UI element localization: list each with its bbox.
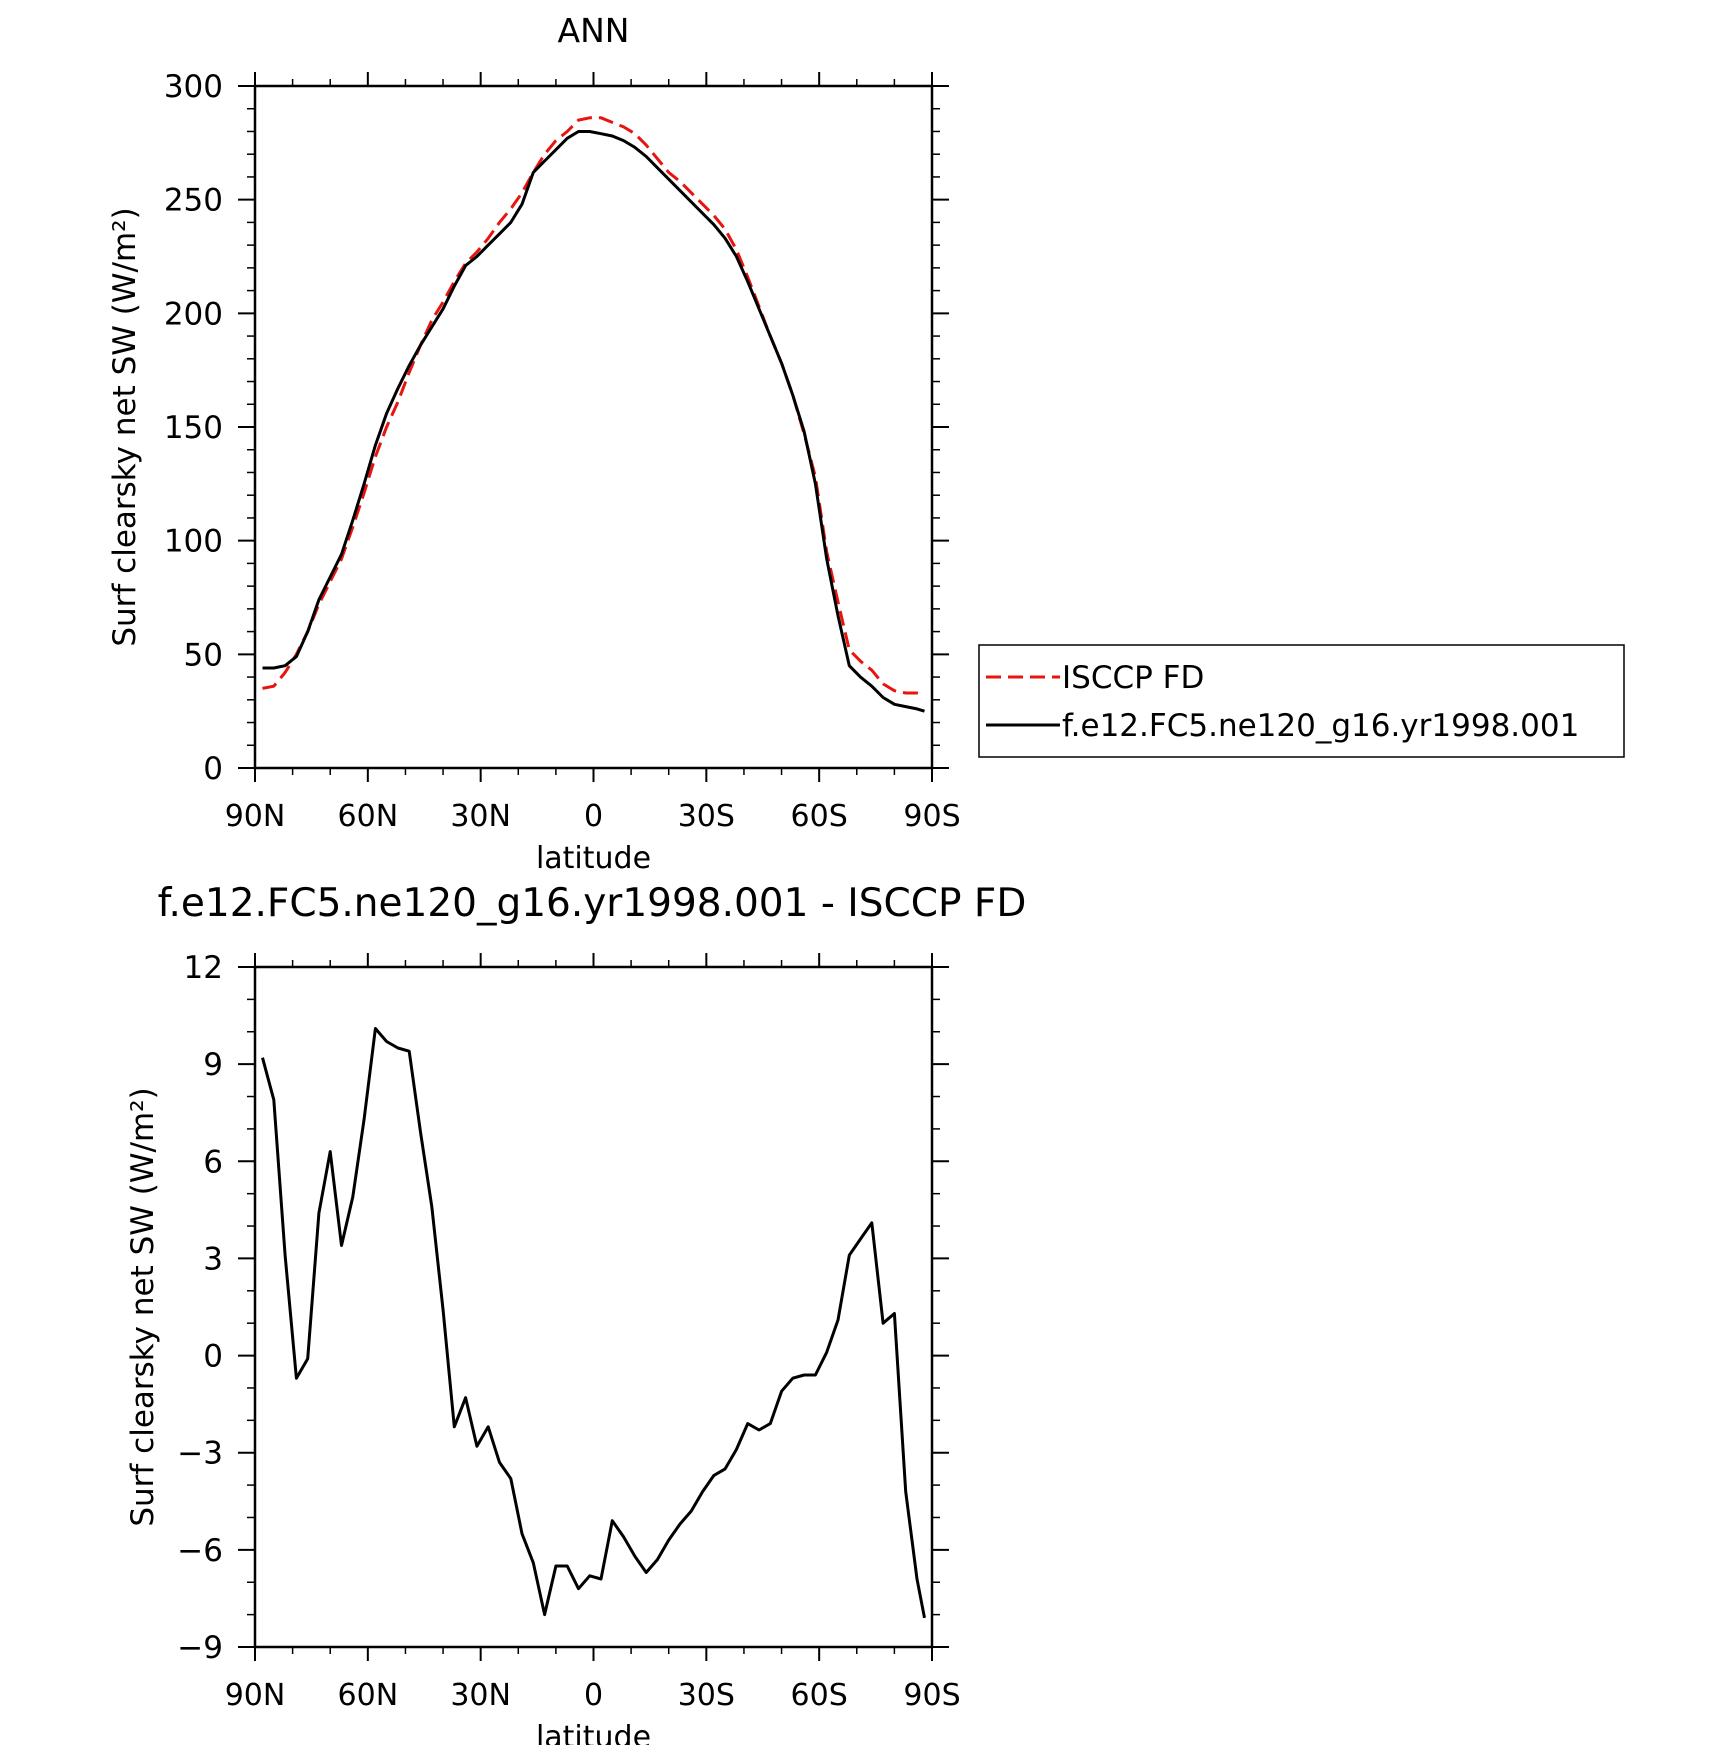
legend-box [978, 644, 1625, 758]
series-line-1 [262, 116, 925, 697]
x-tick-label: 60S [791, 799, 848, 834]
x-tick-label: 30S [678, 1678, 735, 1713]
y-tick-label: −9 [177, 1630, 223, 1666]
y-tick-label: 300 [164, 69, 223, 105]
y-tick-label: 100 [164, 524, 223, 560]
x-tick-label: 90N [225, 1678, 286, 1713]
legend: ISCCP FD f.e12.FC5.ne120_g16.yr1998.001 [978, 644, 1625, 758]
x-tick-label: 60N [338, 799, 399, 834]
y-axis-label: Surf clearsky net SW (W/m²) [125, 1087, 161, 1526]
x-tick-label: 0 [584, 799, 603, 834]
x-tick-label: 90N [225, 799, 286, 834]
x-tick-label: 30S [678, 799, 735, 834]
x-tick-label: 0 [584, 1678, 603, 1713]
legend-label-2: f.e12.FC5.ne120_g16.yr1998.001 [1062, 708, 1579, 744]
series-line-2 [262, 130, 925, 713]
y-tick-label: 6 [203, 1144, 223, 1180]
y-axis-label: Surf clearsky net SW (W/m²) [107, 207, 143, 646]
x-tick-label: 60N [338, 1678, 399, 1713]
x-axis-label: latitude [536, 841, 651, 876]
y-tick-label: 200 [164, 296, 223, 332]
y-tick-label: −3 [177, 1436, 223, 1472]
x-tick-label: 30N [450, 1678, 511, 1713]
y-tick-label: 250 [164, 183, 223, 219]
plot-frame [253, 84, 934, 770]
plot-frame [253, 965, 934, 1649]
y-tick-label: 0 [203, 751, 223, 787]
legend-label-1: ISCCP FD [1062, 660, 1204, 696]
x-tick-label: 30N [450, 799, 511, 834]
y-tick-label: 3 [203, 1241, 223, 1277]
x-tick-label: 90S [903, 799, 960, 834]
y-tick-label: 150 [164, 410, 223, 446]
y-tick-label: 50 [184, 637, 223, 673]
chart-panel-1: ANN 90N 60N 30N 0 30S 60S 90S 0 50 100 150 200 250 300… [107, 11, 961, 876]
y-tick-label: 9 [203, 1047, 223, 1083]
y-tick-label: 12 [184, 950, 223, 986]
y-tick-label: 0 [203, 1339, 223, 1375]
x-tick-label: 60S [791, 1678, 848, 1713]
x-axis-label: latitude [536, 1720, 651, 1745]
y-tick-label: −6 [177, 1533, 223, 1569]
chart-title: ANN [558, 11, 630, 50]
x-tick-label: 90S [903, 1678, 960, 1713]
series-line-1 [261, 1027, 926, 1619]
chart-title: f.e12.FC5.ne120_g16.yr1998.001 - ISCCP F… [158, 881, 1027, 926]
chart-panel-2: f.e12.FC5.ne120_g16.yr1998.001 - ISCCP F… [125, 881, 1026, 1745]
